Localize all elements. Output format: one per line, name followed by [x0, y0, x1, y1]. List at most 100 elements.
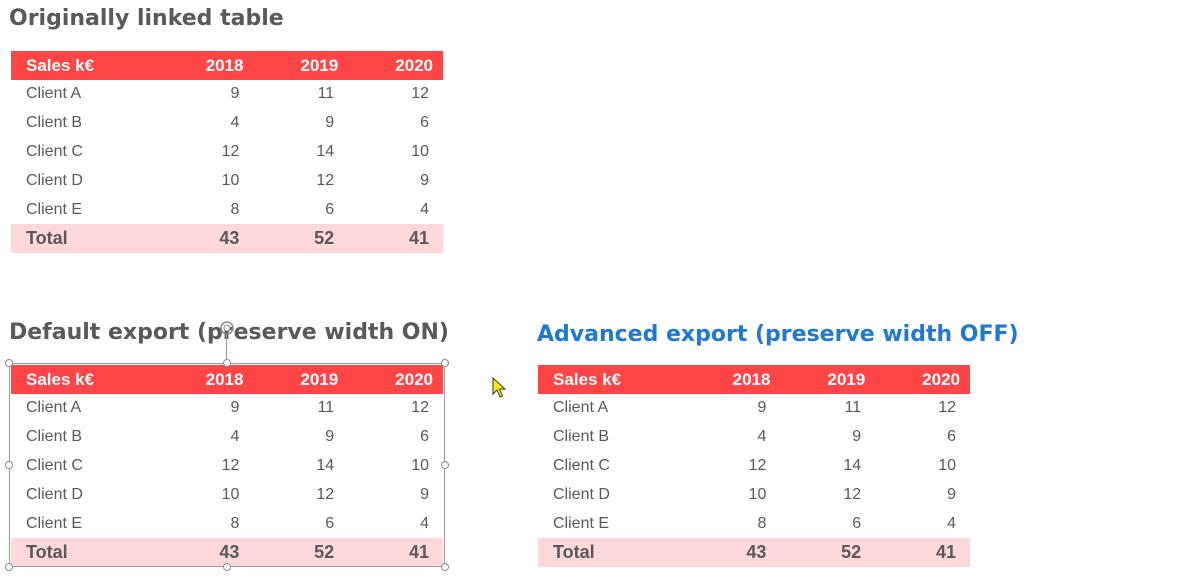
- header-cell-2018: 2018: [732, 369, 771, 389]
- total-value: 52: [314, 541, 335, 562]
- table-header-row: Sales k€ 2018 2019 2020: [11, 51, 443, 80]
- row-label: Client C: [26, 142, 83, 160]
- cell-value: 9: [230, 85, 240, 103]
- cell-value: 12: [316, 171, 335, 189]
- header-cell-2019: 2019: [827, 369, 866, 389]
- cell-value: 12: [843, 485, 862, 503]
- cell-value: 9: [420, 485, 429, 503]
- cell-value: 10: [938, 456, 956, 474]
- header-cell-label: Sales k€: [26, 369, 95, 389]
- cell-value: 4: [420, 514, 429, 532]
- resize-handle-top[interactable]: [223, 359, 231, 367]
- cell-value: 9: [947, 485, 956, 503]
- cell-value: 8: [757, 514, 767, 532]
- header-cell-2020: 2020: [395, 369, 433, 389]
- cell-value: 12: [748, 456, 767, 474]
- table-row: Client B 4 9 6: [11, 423, 443, 452]
- table-header-row: Sales k€ 2018 2019 2020: [538, 365, 970, 394]
- row-label: Client C: [553, 456, 610, 474]
- cell-value: 12: [221, 142, 240, 160]
- cell-value: 8: [230, 514, 240, 532]
- cell-value: 6: [325, 200, 335, 218]
- table-row: Client D 10 12 9: [11, 166, 443, 195]
- table-row: Client B 4 9 6: [538, 423, 970, 452]
- cell-value: 10: [221, 485, 240, 503]
- row-label: Client D: [26, 485, 83, 503]
- total-value: 41: [408, 541, 429, 562]
- table-row: Client C 12 14 10: [11, 138, 443, 167]
- cell-value: 12: [411, 399, 429, 417]
- table-row: Client A 9 11 12: [11, 80, 443, 109]
- table-row: Client A 9 11 12: [538, 394, 970, 423]
- cell-value: 6: [852, 514, 862, 532]
- title-advanced-export: Advanced export (preserve width OFF): [537, 322, 1019, 347]
- row-label: Client A: [26, 85, 82, 103]
- total-label: Total: [553, 541, 595, 562]
- rotate-handle-icon[interactable]: [219, 320, 235, 336]
- cell-value: 6: [325, 514, 335, 532]
- header-cell-label: Sales k€: [26, 55, 95, 75]
- table-header-row: Sales k€ 2018 2019 2020: [11, 365, 443, 394]
- row-label: Client B: [553, 428, 610, 446]
- cell-value: 4: [230, 114, 240, 132]
- row-label: Client A: [26, 399, 82, 417]
- cell-value: 14: [843, 456, 862, 474]
- mouse-pointer-icon: [492, 376, 508, 399]
- row-label: Client D: [553, 485, 610, 503]
- total-value: 52: [841, 541, 862, 562]
- total-value: 41: [408, 227, 429, 248]
- resize-handle-bottom[interactable]: [223, 563, 231, 571]
- table-total-row: Total 43 52 41: [11, 223, 443, 253]
- row-label: Client E: [26, 514, 83, 532]
- cell-value: 9: [325, 428, 335, 446]
- resize-handle-bottom-right[interactable]: [441, 563, 449, 571]
- cell-value: 9: [757, 399, 767, 417]
- cell-value: 11: [317, 399, 335, 417]
- cell-value: 12: [938, 399, 956, 417]
- header-cell-2018: 2018: [205, 55, 244, 75]
- cell-value: 6: [947, 428, 956, 446]
- resize-handle-top-left[interactable]: [5, 359, 13, 367]
- table-total-row: Total 43 52 41: [538, 537, 970, 567]
- cell-value: 4: [230, 428, 240, 446]
- total-label: Total: [26, 227, 68, 248]
- table-row: Client E 8 6 4: [538, 509, 970, 538]
- total-value: 43: [746, 541, 767, 562]
- cell-value: 9: [230, 399, 240, 417]
- resize-handle-top-right[interactable]: [441, 359, 449, 367]
- resize-handle-right[interactable]: [441, 461, 449, 469]
- row-label: Client C: [26, 456, 83, 474]
- cell-value: 10: [221, 171, 240, 189]
- table-total-row: Total 43 52 41: [11, 537, 443, 567]
- cell-value: 14: [316, 456, 335, 474]
- cell-value: 9: [420, 171, 429, 189]
- cell-value: 6: [420, 428, 429, 446]
- table-row: Client A 9 11 12: [11, 394, 443, 423]
- row-label: Client B: [26, 114, 83, 132]
- resize-handle-left[interactable]: [5, 461, 13, 469]
- total-value: 43: [219, 227, 240, 248]
- cell-value: 6: [420, 114, 429, 132]
- table-row: Client E 8 6 4: [11, 509, 443, 538]
- cell-value: 10: [411, 456, 429, 474]
- original-table[interactable]: Sales k€ 2018 2019 2020 Client A 9 11 12…: [11, 51, 443, 253]
- cell-value: 4: [420, 200, 429, 218]
- cell-value: 9: [325, 114, 335, 132]
- header-cell-2020: 2020: [922, 369, 960, 389]
- resize-handle-bottom-left[interactable]: [5, 563, 13, 571]
- advanced-export-table[interactable]: Sales k€ 2018 2019 2020 Client A 9 11 12…: [538, 365, 970, 567]
- default-export-table[interactable]: Sales k€ 2018 2019 2020 Client A 9 11 12…: [11, 365, 443, 567]
- table-row: Client C 12 14 10: [11, 452, 443, 481]
- title-default-export: Default export (preserve width ON): [9, 320, 449, 345]
- cell-value: 12: [316, 485, 335, 503]
- cell-value: 8: [230, 200, 240, 218]
- cell-value: 11: [844, 399, 862, 417]
- total-value: 52: [314, 227, 335, 248]
- row-label: Client E: [553, 514, 610, 532]
- total-value: 43: [219, 541, 240, 562]
- header-cell-2019: 2019: [300, 55, 339, 75]
- rotate-connector: [226, 334, 227, 363]
- title-original-table: Originally linked table: [9, 6, 284, 31]
- cell-value: 4: [757, 428, 767, 446]
- cell-value: 14: [316, 142, 335, 160]
